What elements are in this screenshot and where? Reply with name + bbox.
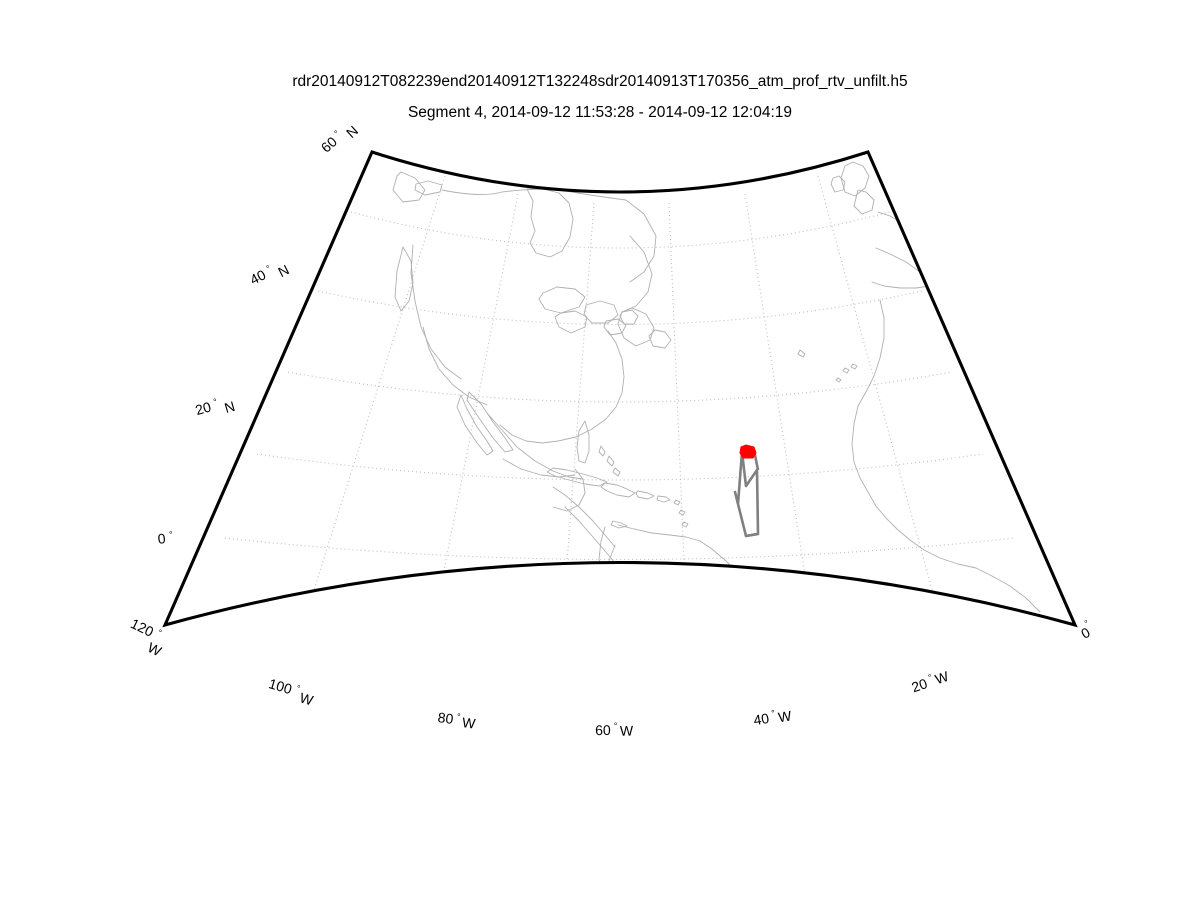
lat-label-value: 20: [193, 398, 213, 418]
graticule-meridians: [165, 152, 1075, 625]
segment-4-swath[interactable]: [733, 444, 760, 538]
lat-label-hemi: N: [275, 261, 291, 280]
lat-label-degree: °: [169, 529, 174, 539]
graticule-parallels: [192, 210, 1048, 625]
lon-label-hemi: W: [298, 689, 316, 708]
latitude-labels: 60 ° N 40 ° N 20 ° N 0 °: [157, 122, 361, 547]
lon-label-degree: °: [1083, 618, 1091, 629]
lon-label-degree: °: [927, 672, 934, 683]
lon-label-degree: °: [456, 711, 461, 721]
lat-label-hemi: N: [343, 122, 361, 141]
map-contents: [165, 152, 1075, 625]
coastlines: [392, 161, 1041, 625]
swath-start-marker: [739, 444, 757, 459]
lat-label-value: 0: [157, 530, 167, 547]
lon-label-value: 20: [909, 675, 929, 695]
lat-label-value: 40: [247, 266, 268, 287]
lon-label-value: 120: [128, 615, 156, 640]
lon-label-hemi: W: [145, 639, 165, 660]
lon-label-degree: °: [771, 708, 777, 719]
lon-label-value: 100: [267, 675, 294, 697]
lon-label-degree: °: [614, 721, 618, 731]
lon-label-value: 80: [437, 709, 455, 727]
map-boundary: [162, 150, 1078, 628]
lat-label-degree: °: [265, 263, 273, 274]
lon-label-value: 60: [595, 722, 611, 738]
lon-label-hemi: W: [777, 707, 793, 725]
lon-label-value: 40: [752, 710, 770, 728]
lon-label-hemi: W: [620, 722, 634, 738]
longitude-labels: 120 ° W 100 ° W 80 ° W 60 ° W 40 °: [128, 615, 1093, 739]
lat-label-degree: °: [332, 128, 342, 138]
lat-label-hemi: N: [223, 398, 237, 416]
lat-label-degree: °: [212, 396, 219, 407]
lon-label-hemi: W: [461, 714, 477, 732]
lon-label-degree: °: [295, 683, 302, 694]
lon-label-degree: °: [156, 627, 164, 638]
lon-label-hemi: W: [933, 668, 951, 688]
